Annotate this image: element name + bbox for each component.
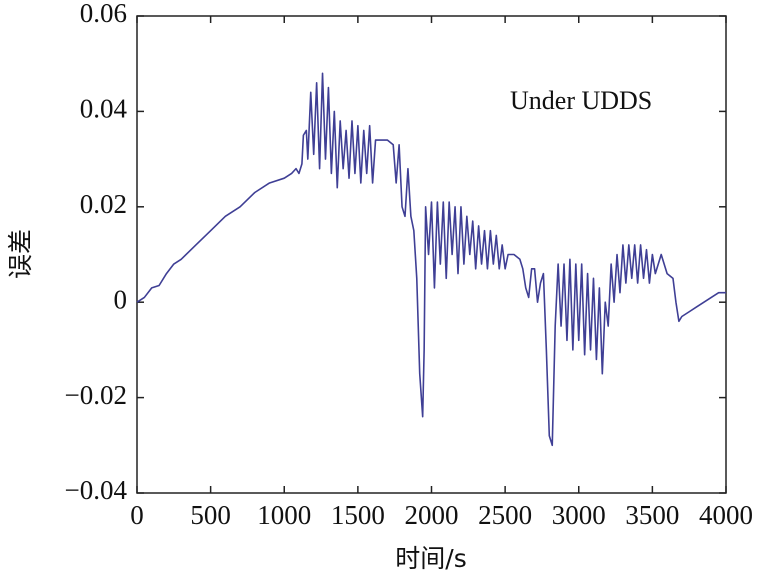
y-tick-label: 0 [114, 284, 128, 314]
y-tick-label: 0.04 [80, 94, 128, 124]
x-tick-label: 3500 [625, 500, 679, 530]
y-tick-label: −0.04 [65, 475, 128, 505]
x-tick-label: 2500 [478, 500, 532, 530]
x-tick-label: 2000 [405, 500, 459, 530]
x-tick-label: 1000 [257, 500, 311, 530]
x-tick-label: 1500 [331, 500, 385, 530]
x-tick-label: 4000 [699, 500, 753, 530]
data-line [136, 72, 726, 447]
y-tick-label: 0.02 [80, 189, 127, 219]
x-tick-label: 0 [130, 500, 144, 530]
x-tick-label: 3000 [552, 500, 606, 530]
y-tick-label: −0.02 [65, 380, 127, 410]
x-tick-label: 500 [190, 500, 231, 530]
x-axis-label: 时间/s [395, 544, 466, 573]
y-axis-label: 误差 [6, 229, 35, 279]
y-tick-label: 0.06 [80, 0, 127, 28]
annotation: Under UDDS [510, 86, 652, 115]
